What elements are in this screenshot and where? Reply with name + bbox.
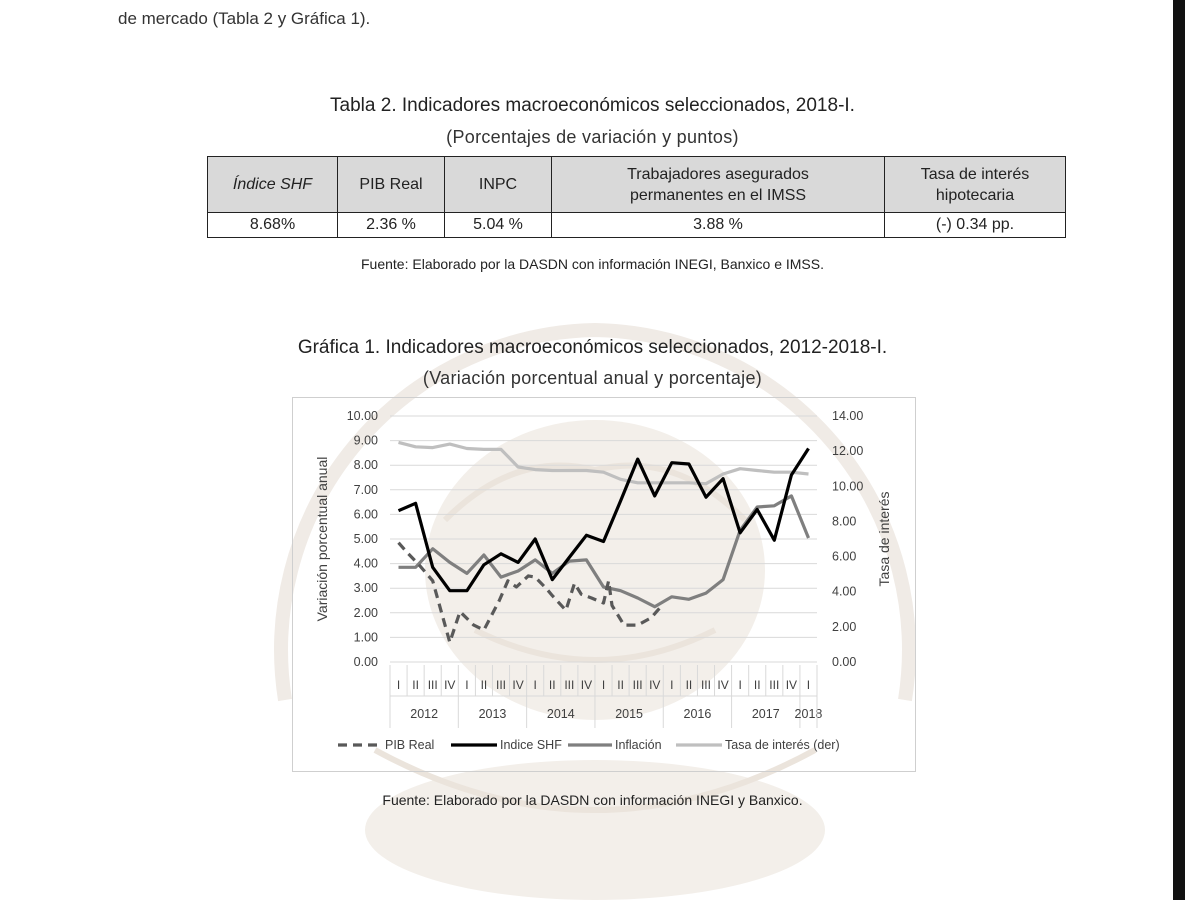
y2-tick-label: 2.00 bbox=[832, 620, 856, 634]
y2-tick-label: 10.00 bbox=[832, 479, 863, 493]
table-row: 8.68% 2.36 % 5.04 % 3.88 % (-) 0.34 pp. bbox=[207, 212, 1066, 238]
y-tick-label: 2.00 bbox=[354, 606, 378, 620]
y-tick-label: 4.00 bbox=[354, 557, 378, 571]
quarter-label: III bbox=[496, 678, 506, 692]
y-axis-title: Variación porcentual anual bbox=[314, 457, 330, 622]
quarter-label: IV bbox=[717, 678, 728, 692]
year-label: 2018 bbox=[795, 707, 823, 721]
y2-tick-label: 6.00 bbox=[832, 550, 856, 564]
y-tick-label: 3.00 bbox=[354, 581, 378, 595]
header-trabajadores-asegurados: Trabajadores asegurados permanentes en e… bbox=[551, 156, 885, 213]
legend-label: Inflación bbox=[615, 738, 662, 752]
y-tick-label: 1.00 bbox=[354, 630, 378, 644]
table-subtitle: (Porcentajes de variación y puntos) bbox=[446, 127, 739, 147]
quarter-label: II bbox=[481, 678, 488, 692]
chart-subtitle: (Variación porcentual anual y porcentaje… bbox=[422, 368, 763, 388]
quarter-label: II bbox=[617, 678, 624, 692]
value-indice-shf: 8.68% bbox=[207, 212, 338, 238]
quarter-label: II bbox=[754, 678, 761, 692]
y-tick-label: 8.00 bbox=[354, 458, 378, 472]
chart-plot: 0.00 1.00 2.00 3.00 4.00 5.00 6.00 7.00 8.00 9.00… bbox=[314, 409, 892, 752]
quarter-label: IV bbox=[581, 678, 592, 692]
year-label: 2013 bbox=[479, 707, 507, 721]
header-inpc: INPC bbox=[444, 156, 552, 213]
quarter-label: I bbox=[602, 678, 605, 692]
chart-source-note: Fuente: Elaborado por la DASDN con infor… bbox=[382, 792, 803, 808]
quarter-label: I bbox=[807, 678, 810, 692]
value-trabajadores-asegurados: 3.88 % bbox=[551, 212, 885, 238]
quarter-label: I bbox=[670, 678, 673, 692]
value-pib-real: 2.36 % bbox=[337, 212, 445, 238]
y2-axis-title: Tasa de interés bbox=[876, 492, 892, 587]
year-label: 2016 bbox=[684, 707, 712, 721]
header-tasa-interes-hipotecaria: Tasa de interés hipotecaria bbox=[884, 156, 1066, 213]
legend-label: Indice SHF bbox=[500, 738, 562, 752]
series-line-tasa-de-inter-s-der- bbox=[398, 440, 809, 486]
series-line-pib-real bbox=[397, 541, 665, 644]
quarter-label: III bbox=[564, 678, 574, 692]
y-tick-label: 9.00 bbox=[354, 434, 378, 448]
year-label: 2017 bbox=[752, 707, 780, 721]
quarter-label: III bbox=[633, 678, 643, 692]
y2-tick-label: 0.00 bbox=[832, 655, 856, 669]
quarter-label: I bbox=[534, 678, 537, 692]
quarter-label: IV bbox=[444, 678, 455, 692]
quarter-label: IV bbox=[512, 678, 523, 692]
right-edge-bar bbox=[1173, 0, 1185, 900]
chart-title: Gráfica 1. Indicadores macroeconómicos s… bbox=[297, 337, 888, 358]
year-label: 2012 bbox=[410, 707, 438, 721]
y-tick-label: 6.00 bbox=[354, 507, 378, 521]
quarter-label: II bbox=[412, 678, 419, 692]
table-header-row: Índice SHF PIB Real INPC Trabajadores as… bbox=[207, 156, 1066, 213]
quarter-label: III bbox=[769, 678, 779, 692]
y-tick-label: 10.00 bbox=[347, 409, 378, 423]
quarter-label: II bbox=[549, 678, 556, 692]
table-title: Tabla 2. Indicadores macroeconómicos sel… bbox=[330, 95, 855, 116]
coat-of-arms-watermark bbox=[274, 322, 916, 900]
quarter-label: IV bbox=[786, 678, 797, 692]
indicators-table: Índice SHF PIB Real INPC Trabajadores as… bbox=[207, 156, 1066, 238]
header-pib-real: PIB Real bbox=[337, 156, 445, 213]
value-tasa-interes: (-) 0.34 pp. bbox=[884, 212, 1066, 238]
quarter-label: III bbox=[428, 678, 438, 692]
legend-label: Tasa de interés (der) bbox=[725, 738, 840, 752]
quarter-label: I bbox=[465, 678, 468, 692]
quarter-label: II bbox=[686, 678, 693, 692]
y2-tick-label: 4.00 bbox=[832, 585, 856, 599]
quarter-label: I bbox=[397, 678, 400, 692]
y-tick-label: 0.00 bbox=[354, 655, 378, 669]
header-indice-shf: Índice SHF bbox=[207, 156, 338, 213]
chart-frame: 0.00 1.00 2.00 3.00 4.00 5.00 6.00 7.00 8.00 9.00… bbox=[292, 397, 916, 772]
quarter-label: I bbox=[738, 678, 741, 692]
series-line-indice-shf bbox=[397, 447, 810, 593]
quarter-label: III bbox=[701, 678, 711, 692]
year-label: 2015 bbox=[615, 707, 643, 721]
legend-label: PIB Real bbox=[385, 738, 434, 752]
y2-tick-label: 14.00 bbox=[832, 409, 863, 423]
y-tick-label: 5.00 bbox=[354, 532, 378, 546]
intro-paragraph: de mercado (Tabla 2 y Gráfica 1). bbox=[118, 9, 371, 28]
table-source-note: Fuente: Elaborado por la DASDN con infor… bbox=[361, 256, 824, 272]
y2-tick-label: 12.00 bbox=[832, 444, 863, 458]
y-tick-label: 7.00 bbox=[354, 483, 378, 497]
year-label: 2014 bbox=[547, 707, 575, 721]
value-inpc: 5.04 % bbox=[444, 212, 552, 238]
y2-tick-label: 8.00 bbox=[832, 514, 856, 528]
quarter-label: IV bbox=[649, 678, 660, 692]
